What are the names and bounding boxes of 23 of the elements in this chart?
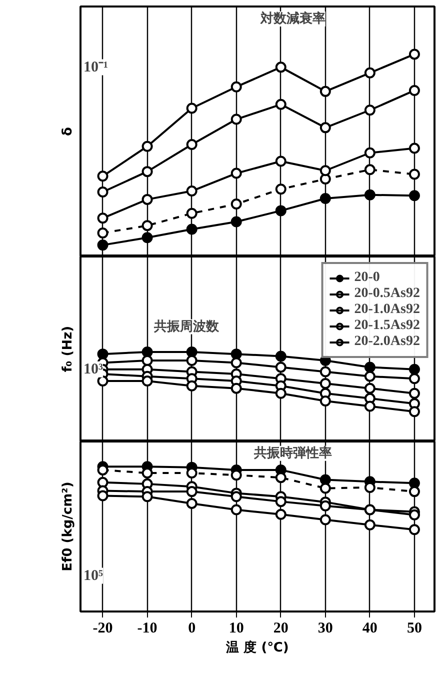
y-axis-title: Ef0 (kg/cm²): [60, 482, 76, 572]
legend-label: 20-0: [354, 270, 380, 286]
legend-label: 20-0.5As92: [354, 286, 420, 302]
text: 10⁵: [84, 568, 104, 584]
y-axis-title: δ: [60, 126, 76, 136]
x-tick-label: -20: [92, 620, 113, 636]
x-axis-title: 温 度 (℃): [225, 640, 289, 656]
x-tick-label: 0: [188, 620, 196, 636]
x-tick-label: 40: [362, 620, 378, 636]
legend-label: 20-1.5As92: [354, 318, 420, 334]
x-tick-label: 30: [318, 620, 333, 636]
annotation: 10³: [84, 361, 104, 378]
chart-title: 共振周波数: [153, 319, 220, 334]
chart-title: 対数減衰率: [259, 10, 326, 26]
x-tick-label: 20: [273, 620, 288, 636]
annotation: 10⁻¹: [84, 59, 108, 76]
x-tick-label: 50: [406, 620, 422, 636]
y-axis-title: f₀ (Hz): [60, 326, 76, 372]
legend-label: 20-1.0As92: [354, 302, 420, 318]
x-tick-label: -10: [137, 620, 158, 636]
x-tick-label: 10: [228, 620, 244, 636]
chart-title: 共振時弾性率: [252, 444, 332, 461]
legend-label: 20-2.0As92: [354, 334, 420, 350]
